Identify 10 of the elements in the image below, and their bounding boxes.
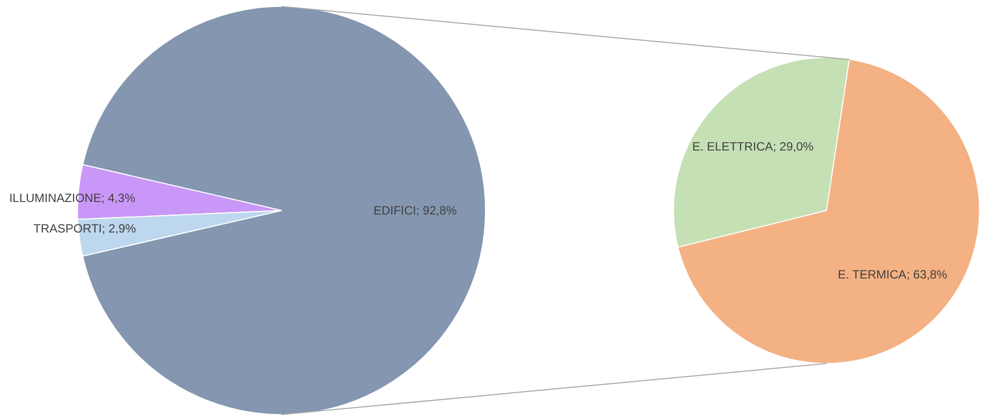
data-label: ; 4,3%	[101, 191, 136, 206]
data-label: ; 92,8%	[416, 204, 458, 218]
data-label: ; 29,0%	[772, 140, 814, 154]
slice-label: E. TERMICA	[838, 267, 906, 282]
slice-label: TRASPORTI	[33, 222, 102, 236]
data-label: ; 63,8%	[906, 267, 948, 282]
slice-label: ILLUMINAZIONE	[9, 191, 102, 206]
data-label: ; 2,9%	[102, 222, 136, 236]
slice-label: EDIFICI	[373, 204, 416, 218]
slice-label: E. ELETTRICA	[692, 140, 773, 154]
